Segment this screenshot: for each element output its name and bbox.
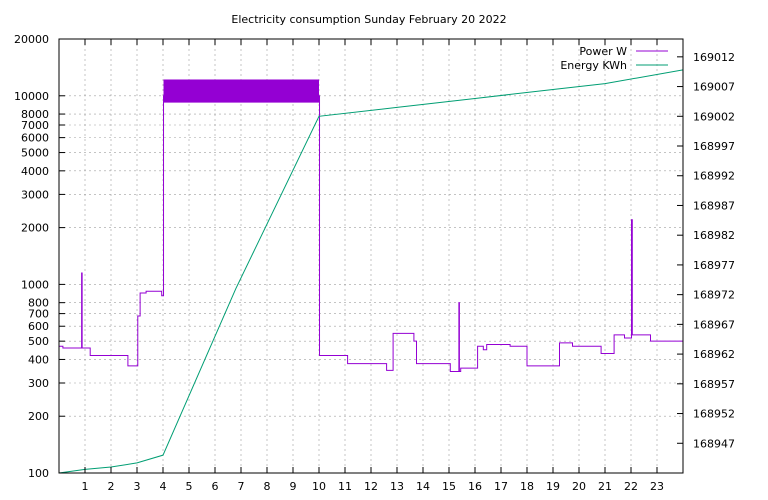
legend-label: Energy KWh xyxy=(560,59,627,72)
x-tick-label: 16 xyxy=(468,480,482,493)
y-right-tick-label: 168947 xyxy=(693,437,735,450)
x-tick-label: 4 xyxy=(160,480,167,493)
power-dense-band xyxy=(163,79,319,103)
grid-lines xyxy=(59,38,683,474)
y-right-tick-label: 168982 xyxy=(693,229,735,242)
plot-area xyxy=(59,69,683,473)
y-right-tick-label: 169002 xyxy=(693,110,735,123)
y-left-tick-label: 200 xyxy=(28,410,49,423)
y-right-tick-label: 168977 xyxy=(693,259,735,272)
x-tick-label: 1 xyxy=(82,480,89,493)
x-tick-label: 22 xyxy=(624,480,638,493)
x-tick-label: 9 xyxy=(290,480,297,493)
y-right-tick-label: 168972 xyxy=(693,289,735,302)
y-left-tick-label: 400 xyxy=(28,353,49,366)
x-tick-label: 12 xyxy=(364,480,378,493)
x-tick-label: 18 xyxy=(520,480,534,493)
y-left-tick-label: 600 xyxy=(28,320,49,333)
y-right-tick-label: 169007 xyxy=(693,81,735,94)
x-tick-label: 20 xyxy=(572,480,586,493)
y-right-tick-label: 168962 xyxy=(693,348,735,361)
x-tick-label: 21 xyxy=(598,480,612,493)
y-right-tick-label: 168997 xyxy=(693,140,735,153)
x-tick-label: 13 xyxy=(390,480,404,493)
y-left-tick-label: 500 xyxy=(28,335,49,348)
y-left-tick-label: 10000 xyxy=(14,90,49,103)
x-tick-label: 3 xyxy=(134,480,141,493)
legend-label: Power W xyxy=(579,45,627,58)
y-left-tick-label: 700 xyxy=(28,308,49,321)
y-left-tick-label: 7000 xyxy=(21,119,49,132)
x-tick-label: 14 xyxy=(416,480,430,493)
y-left-tick-label: 300 xyxy=(28,377,49,390)
x-tick-label: 5 xyxy=(186,480,193,493)
y-left-tick-label: 4000 xyxy=(21,165,49,178)
y-left-tick-label: 5000 xyxy=(21,147,49,160)
y-left-tick-label: 800 xyxy=(28,297,49,310)
x-tick-label: 6 xyxy=(212,480,219,493)
y-left-tick-label: 8000 xyxy=(21,108,49,121)
y-left-tick-label: 100 xyxy=(28,467,49,480)
y-right-tick-label: 168992 xyxy=(693,170,735,183)
series-line-power-w xyxy=(59,95,683,373)
y-left-tick-label: 3000 xyxy=(21,188,49,201)
y-left-tick-label: 20000 xyxy=(14,33,49,46)
x-tick-label: 8 xyxy=(264,480,271,493)
x-tick-label: 11 xyxy=(338,480,352,493)
x-tick-label: 7 xyxy=(238,480,245,493)
y-right-tick-label: 169012 xyxy=(693,51,735,64)
y-right-tick-label: 168967 xyxy=(693,318,735,331)
x-tick-label: 15 xyxy=(442,480,456,493)
x-tick-label: 23 xyxy=(650,480,664,493)
y-right-tick-label: 168957 xyxy=(693,378,735,391)
y-left-tick-label: 6000 xyxy=(21,132,49,145)
x-tick-label: 17 xyxy=(494,480,508,493)
y-left-tick-label: 2000 xyxy=(21,222,49,235)
chart-title: Electricity consumption Sunday February … xyxy=(231,13,506,26)
y-right-tick-label: 168987 xyxy=(693,199,735,212)
x-tick-label: 10 xyxy=(312,480,326,493)
y-left-tick-label: 1000 xyxy=(21,278,49,291)
series-line-energy-kwh xyxy=(59,69,683,473)
x-tick-label: 2 xyxy=(108,480,115,493)
y-right-tick-label: 168952 xyxy=(693,408,735,421)
axes: 1 2 3 4 5 6 7 8 9 10 11 12 13 14 15 16 17 18 19 20 21 22 23100… xyxy=(14,33,735,493)
x-tick-label: 19 xyxy=(546,480,560,493)
